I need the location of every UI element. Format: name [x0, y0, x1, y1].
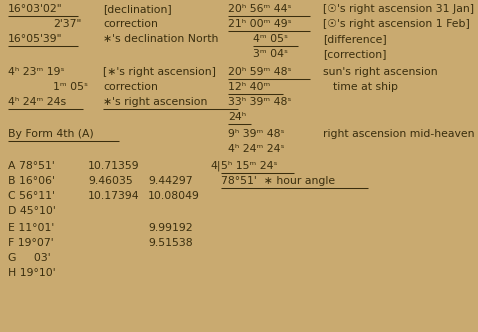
Text: [☉'s right ascension 31 Jan]: [☉'s right ascension 31 Jan] — [323, 4, 474, 14]
Text: 4ʰ 23ᵐ 19ˢ: 4ʰ 23ᵐ 19ˢ — [8, 67, 65, 77]
Text: 33ʰ 39ᵐ 48ˢ: 33ʰ 39ᵐ 48ˢ — [228, 97, 292, 107]
Text: 4ʰ 24ᵐ 24s: 4ʰ 24ᵐ 24s — [8, 97, 66, 107]
Text: G     03': G 03' — [8, 253, 51, 263]
Text: 3ᵐ 04ˢ: 3ᵐ 04ˢ — [253, 49, 288, 59]
Text: E 11°01': E 11°01' — [8, 223, 54, 233]
Text: 10.08049: 10.08049 — [148, 191, 200, 201]
Text: 10.71359: 10.71359 — [88, 161, 140, 171]
Text: 20ʰ 59ᵐ 48ˢ: 20ʰ 59ᵐ 48ˢ — [228, 67, 292, 77]
Text: [difference]: [difference] — [323, 34, 387, 44]
Text: correction: correction — [103, 82, 158, 92]
Text: 78°51'  ∗ hour angle: 78°51' ∗ hour angle — [221, 176, 335, 186]
Text: B 16°06': B 16°06' — [8, 176, 55, 186]
Text: 9.44297: 9.44297 — [148, 176, 193, 186]
Text: 9ʰ 39ᵐ 48ˢ: 9ʰ 39ᵐ 48ˢ — [228, 129, 284, 139]
Text: C 56°11': C 56°11' — [8, 191, 55, 201]
Text: 5ʰ 15ᵐ 24ˢ: 5ʰ 15ᵐ 24ˢ — [221, 161, 278, 171]
Text: 10.17394: 10.17394 — [88, 191, 140, 201]
Text: 16°05'39": 16°05'39" — [8, 34, 63, 44]
Text: ∗'s right ascension: ∗'s right ascension — [103, 97, 207, 107]
Text: 21ʰ 00ᵐ 49ˢ: 21ʰ 00ᵐ 49ˢ — [228, 19, 292, 29]
Text: 9.99192: 9.99192 — [148, 223, 193, 233]
Text: 4|: 4| — [210, 160, 220, 171]
Text: 20ʰ 56ᵐ 44ˢ: 20ʰ 56ᵐ 44ˢ — [228, 4, 292, 14]
Text: 4ʰ 24ᵐ 24ˢ: 4ʰ 24ᵐ 24ˢ — [228, 144, 284, 154]
Text: [☉'s right ascension 1 Feb]: [☉'s right ascension 1 Feb] — [323, 19, 470, 29]
Text: ∗'s declination North: ∗'s declination North — [103, 34, 218, 44]
Text: F 19°07': F 19°07' — [8, 238, 54, 248]
Text: 16°03'02": 16°03'02" — [8, 4, 63, 14]
Text: 12ʰ 40ᵐ: 12ʰ 40ᵐ — [228, 82, 270, 92]
Text: A 78°51': A 78°51' — [8, 161, 55, 171]
Text: [declination]: [declination] — [103, 4, 172, 14]
Text: 9.46035: 9.46035 — [88, 176, 133, 186]
Text: [∗'s right ascension]: [∗'s right ascension] — [103, 67, 216, 77]
Text: By Form 4th (A): By Form 4th (A) — [8, 129, 94, 139]
Text: [correction]: [correction] — [323, 49, 387, 59]
Text: 1ᵐ 05ˢ: 1ᵐ 05ˢ — [53, 82, 88, 92]
Text: H 19°10': H 19°10' — [8, 268, 55, 278]
Text: 2'37": 2'37" — [53, 19, 81, 29]
Text: 4ᵐ 05ˢ: 4ᵐ 05ˢ — [253, 34, 288, 44]
Text: 24ʰ: 24ʰ — [228, 112, 246, 122]
Text: right ascension mid-heaven: right ascension mid-heaven — [323, 129, 475, 139]
Text: 9.51538: 9.51538 — [148, 238, 193, 248]
Text: D 45°10': D 45°10' — [8, 206, 56, 216]
Text: sun's right ascension: sun's right ascension — [323, 67, 438, 77]
Text: time at ship: time at ship — [333, 82, 398, 92]
Text: correction: correction — [103, 19, 158, 29]
